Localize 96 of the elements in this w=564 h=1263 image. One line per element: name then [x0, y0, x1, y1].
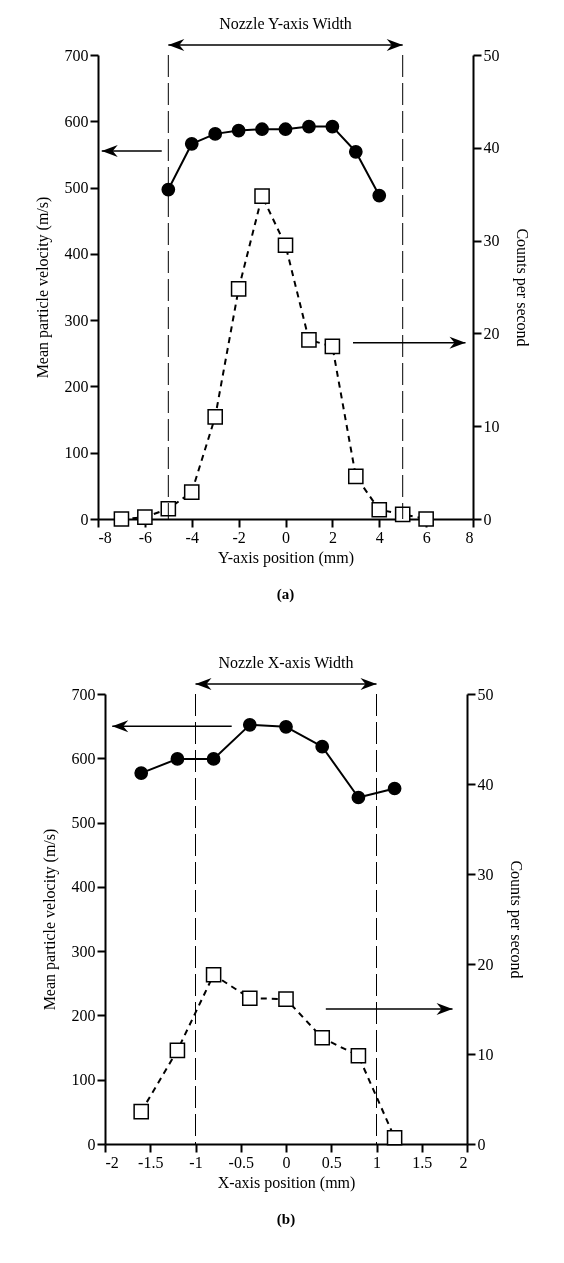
x-tick-label: -1.5: [138, 1153, 164, 1171]
x-tick-label: -1: [189, 1153, 203, 1171]
y-tick-label: 100: [64, 444, 89, 462]
point: [277, 237, 294, 254]
x-axis-title: X-axis position (mm): [217, 1173, 356, 1192]
y2-tick-label: 10: [477, 1045, 494, 1063]
y-tick-label: 500: [64, 179, 89, 197]
y2-tick-label: 40: [483, 139, 500, 157]
y2-tick-label: 20: [483, 324, 500, 342]
point: [302, 119, 316, 134]
point: [255, 122, 269, 137]
x-tick-label: 2: [459, 1153, 468, 1171]
y-tick-label: 700: [71, 685, 96, 703]
x-tick-label: 0: [282, 1153, 291, 1171]
y2-axis-title: Counts per second: [512, 228, 531, 347]
text: Nozzle X-axis Width: [218, 654, 354, 671]
x-tick-label: 0.5: [321, 1153, 342, 1171]
point: [279, 719, 293, 734]
y2-tick-label: 10: [483, 417, 500, 435]
y-tick-label: 0: [87, 1135, 96, 1153]
y2-tick-label: 0: [477, 1135, 486, 1153]
y-tick-label: 600: [71, 749, 96, 767]
point: [205, 966, 222, 983]
y-axis-title: Mean particle velocity (m/s): [33, 196, 52, 379]
point: [324, 338, 341, 355]
x-tick-label: 2: [328, 528, 337, 546]
y-tick-label: 100: [71, 1071, 96, 1089]
point: [347, 468, 364, 485]
y2-axis-title: Counts per second: [506, 860, 525, 979]
x-tick-label: -8: [98, 528, 112, 546]
point: [207, 409, 224, 425]
point: [242, 718, 257, 732]
y-tick-label: 0: [80, 510, 89, 528]
y2-tick-label: 0: [483, 510, 492, 528]
y-tick-label: 500: [71, 814, 96, 832]
x-tick-label: 0: [282, 528, 290, 546]
point: [241, 990, 258, 1007]
y-axis-title: Mean particle velocity (m/s): [40, 828, 59, 1011]
x-tick-label: 6: [422, 528, 431, 546]
text: (b): [276, 1211, 296, 1228]
point: [315, 739, 330, 754]
x-tick-label: 1: [373, 1153, 381, 1171]
x-tick-label: -2: [232, 528, 246, 546]
y2-tick-label: 50: [483, 46, 500, 64]
x-axis-title: Y-axis position (mm): [218, 548, 354, 567]
point: [183, 484, 200, 500]
point: [254, 188, 270, 204]
y2-tick-label: 20: [477, 955, 494, 973]
point: [170, 752, 185, 766]
y-tick-label: 600: [64, 112, 89, 130]
y-tick-label: 700: [64, 46, 89, 64]
y2-tick-label: 30: [483, 232, 500, 250]
point: [372, 188, 387, 203]
y-tick-label: 400: [71, 878, 96, 896]
point: [230, 281, 247, 297]
x-tick-label: -4: [185, 528, 199, 546]
point: [184, 136, 199, 151]
point: [137, 509, 153, 525]
point: [348, 144, 363, 159]
point: [278, 122, 293, 137]
y2-tick-label: 30: [477, 865, 494, 883]
point: [113, 511, 130, 527]
point: [133, 1103, 150, 1120]
point: [314, 1029, 331, 1046]
x-tick-label: -2: [105, 1153, 119, 1171]
point: [160, 500, 177, 517]
point: [350, 1047, 367, 1064]
y-tick-label: 200: [71, 1006, 96, 1024]
point: [206, 752, 221, 766]
point: [208, 127, 223, 141]
point: [386, 1129, 403, 1146]
y-tick-label: 300: [71, 942, 96, 960]
x-tick-label: 1.5: [412, 1153, 433, 1171]
point: [278, 991, 294, 1007]
point: [394, 506, 411, 523]
text: (a): [276, 586, 295, 603]
point: [161, 182, 176, 197]
y-tick-label: 300: [64, 311, 89, 329]
point: [371, 501, 388, 518]
y2-tick-label: 40: [477, 775, 494, 793]
x-tick-label: 8: [465, 528, 474, 546]
y-tick-label: 400: [64, 245, 89, 263]
point: [351, 790, 366, 805]
y-tick-label: 200: [64, 377, 89, 395]
point: [134, 766, 149, 780]
x-tick-label: -0.5: [228, 1153, 254, 1171]
point: [231, 123, 246, 138]
point: [418, 511, 434, 527]
point: [301, 332, 317, 348]
point: [169, 1042, 186, 1059]
x-tick-label: -6: [138, 528, 153, 546]
x-tick-label: 4: [375, 528, 384, 546]
text: Nozzle Y-axis Width: [219, 15, 352, 32]
point: [387, 781, 402, 796]
y2-tick-label: 50: [477, 685, 494, 703]
point: [325, 119, 340, 134]
